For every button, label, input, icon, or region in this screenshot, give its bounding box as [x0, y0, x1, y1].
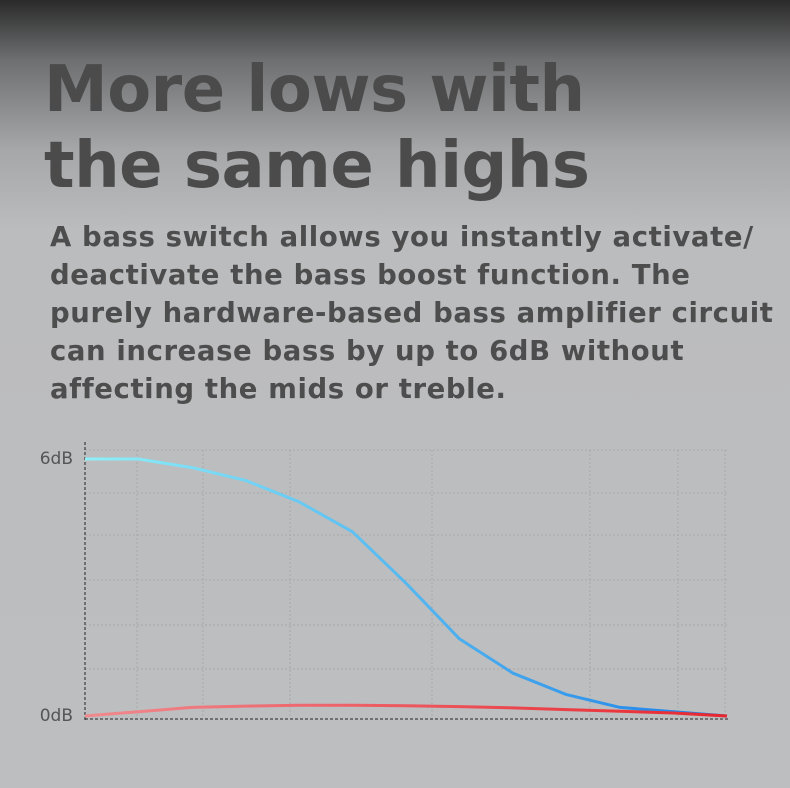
series-line — [84, 703, 728, 718]
grid — [84, 442, 730, 720]
headline: More lows with the same highs — [44, 53, 590, 203]
y-tick-label: 6dB — [40, 449, 73, 469]
y-tick-label: 0dB — [40, 706, 73, 726]
series-line — [85, 457, 728, 718]
description: A bass switch allows you instantly activ… — [50, 221, 774, 405]
